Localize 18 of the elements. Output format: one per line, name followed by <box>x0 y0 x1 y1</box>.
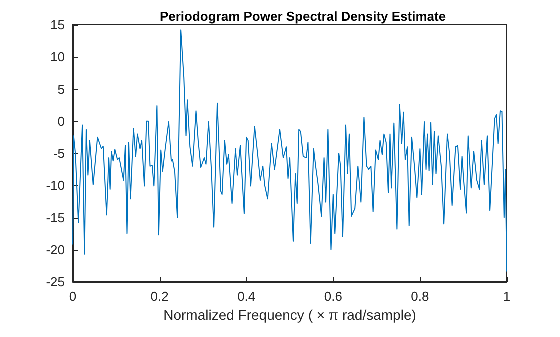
x-tick-label: 1 <box>503 289 511 304</box>
y-tick-label: -20 <box>46 242 65 258</box>
line-series <box>72 30 508 272</box>
y-tick-label: -15 <box>46 210 65 226</box>
x-tick-label: 0.8 <box>411 289 430 304</box>
y-tick-label: 5 <box>58 82 65 97</box>
y-tick-label: 0 <box>58 114 65 129</box>
y-tick-label: -10 <box>46 178 65 194</box>
y-tick-label: 10 <box>50 50 65 65</box>
y-tick-label: -5 <box>53 146 65 161</box>
y-tick-label: -25 <box>46 274 65 290</box>
x-tick-label: 0.6 <box>324 289 342 304</box>
chart-title: Periodogram Power Spectral Density Estimate <box>160 9 446 24</box>
y-tick-label: 15 <box>50 18 65 32</box>
x-tick-label: 0 <box>69 289 77 304</box>
x-axis-title: Normalized Frequency ( × π rad/sample) <box>164 307 416 323</box>
x-tick-label: 0.4 <box>238 289 256 304</box>
x-tick-label: 0.2 <box>150 289 169 304</box>
